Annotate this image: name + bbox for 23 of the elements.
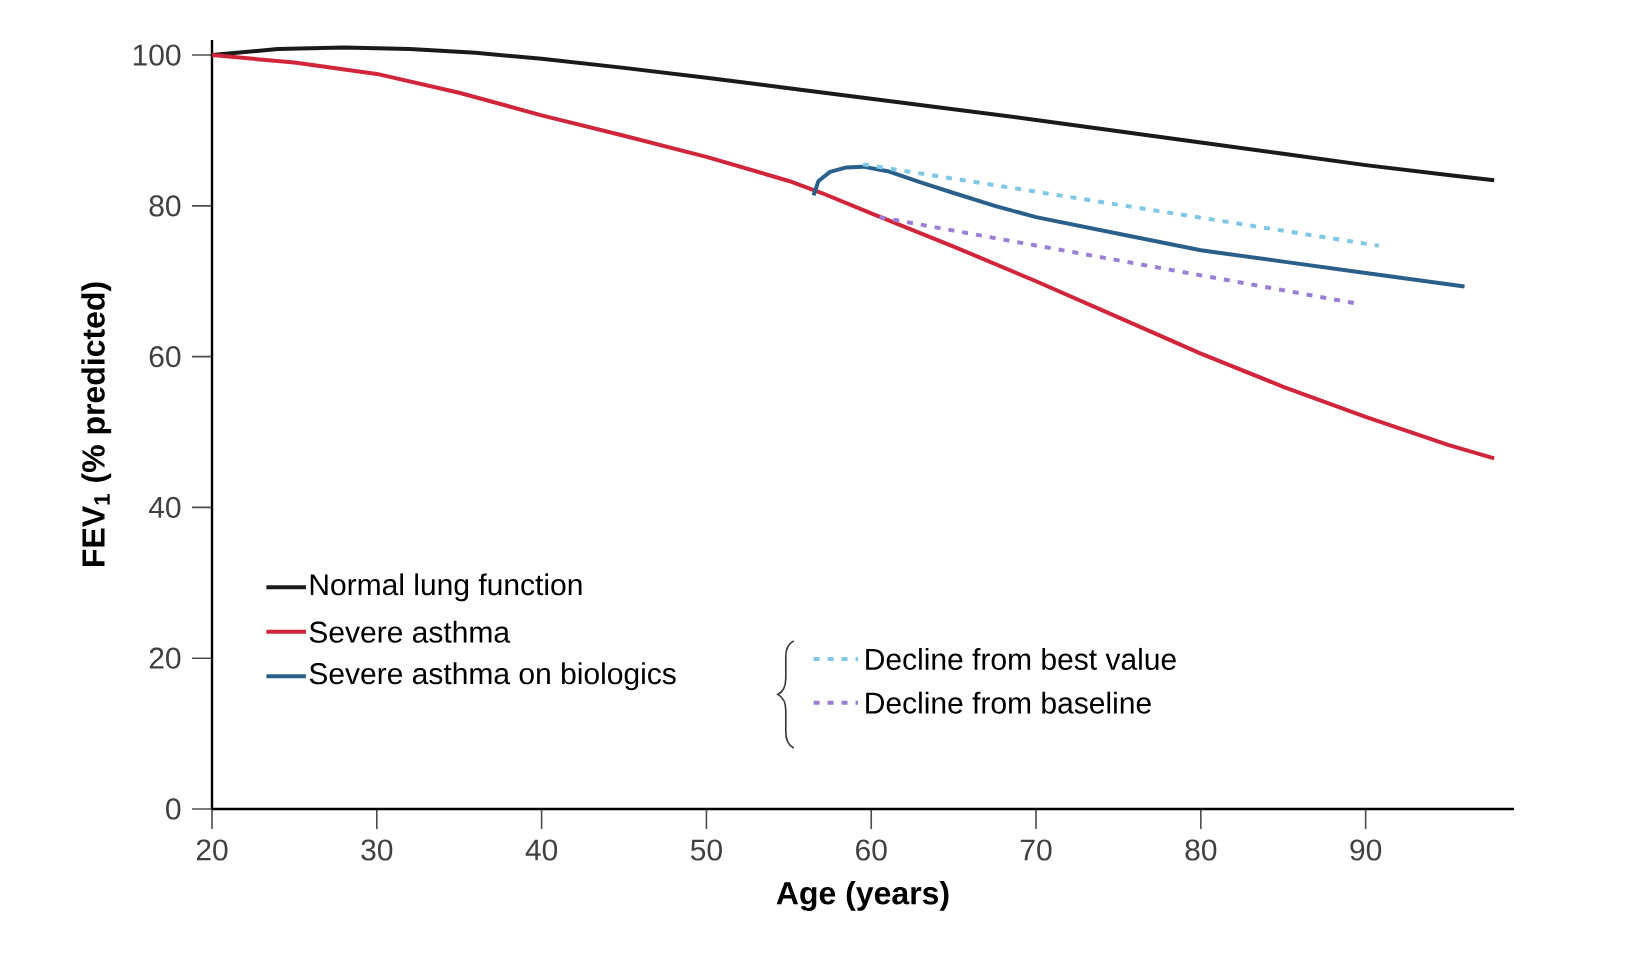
y-tick-label: 100: [133, 44, 181, 66]
legend-label: Severe asthma on biologics: [309, 662, 676, 691]
x-tick-label: 90: [1350, 839, 1382, 861]
x-tick-label: 40: [525, 839, 558, 861]
x-tick-label: 20: [196, 839, 228, 861]
x-tick-label: 80: [1185, 839, 1217, 861]
legend-label: Decline from best value: [866, 647, 1176, 670]
y-tick-label: 0: [166, 798, 181, 820]
y-tick-label: 80: [149, 195, 181, 217]
x-tick-label: 70: [1020, 839, 1052, 861]
x-tick-label: 50: [690, 839, 722, 861]
line-series: [811, 164, 1467, 289]
y-tick-label: 20: [149, 647, 181, 669]
x-axis-title: Age (years): [776, 881, 949, 911]
legend-label: Severe asthma: [309, 620, 511, 643]
legend-label: Decline from baseline: [866, 691, 1151, 714]
y-axis-title: FEV$_{1}$ (% predicted): [81, 282, 112, 566]
y-tick-label: 60: [149, 346, 181, 368]
line-series: [210, 53, 1497, 461]
x-tick-label: 60: [856, 839, 887, 861]
x-tick-label: 30: [361, 839, 393, 861]
legend-label: Normal lung function: [310, 573, 582, 602]
y-tick-label: 40: [148, 496, 181, 519]
